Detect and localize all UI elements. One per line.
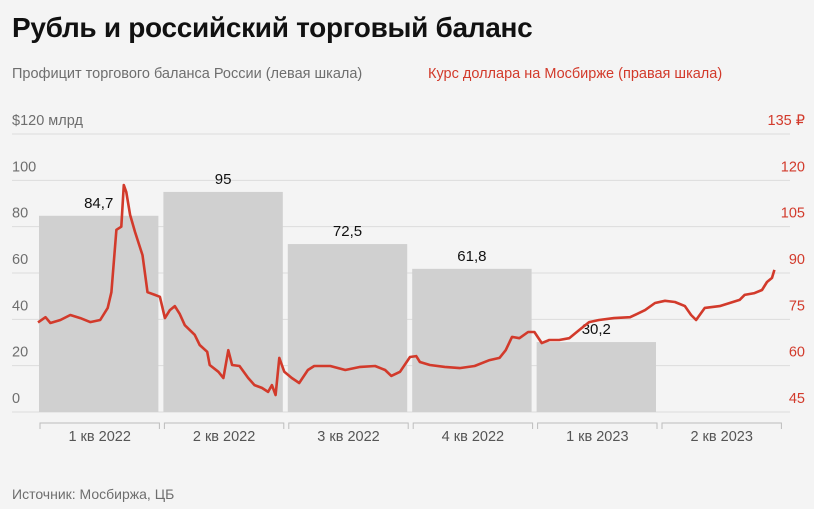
right-axis-tick-label: 120 [781, 159, 805, 175]
bar [39, 215, 159, 412]
left-axis-tick-label: 60 [12, 252, 28, 268]
bar-value-label: 30,2 [582, 321, 611, 338]
x-axis-bracket [661, 422, 782, 429]
bar [287, 244, 408, 412]
bar [536, 342, 656, 412]
bar-value-label: 95 [215, 171, 232, 188]
right-axis-tick-label: 75 [789, 298, 805, 314]
source-note: Источник: Мосбиржа, ЦБ [12, 486, 175, 502]
left-axis-tick-label: 40 [12, 298, 28, 314]
right-axis-tick-label: 105 [781, 206, 805, 222]
right-axis-ticks: 45 60 75 90 105 120 135 ₽ [768, 113, 806, 407]
right-axis-tick-label: 90 [789, 252, 805, 268]
bar-value-label: 72,5 [333, 223, 362, 240]
right-axis-tick-label: 45 [789, 391, 805, 407]
legend-trade-surplus: Профицит торгового баланса России (левая… [12, 66, 363, 82]
usd-rate-line [37, 183, 776, 397]
x-axis-label: 4 кв 2022 [442, 429, 504, 445]
left-axis-tick-label: 20 [12, 345, 28, 361]
x-axis-label: 1 кв 2023 [566, 429, 628, 445]
legend-usd-rate: Курс доллара на Мосбирже (правая шкала) [428, 66, 723, 82]
right-axis-tick-label: 135 ₽ [768, 113, 806, 129]
chart-title: Рубль и российский торговый баланс [12, 12, 533, 43]
right-axis-tick-label: 60 [789, 345, 805, 361]
x-axis-bracket [412, 422, 534, 429]
left-axis-tick-label: $120 млрд [12, 113, 83, 129]
x-axis: 1 кв 2022 2 кв 2022 3 кв 2022 4 кв 2022 1 кв… [39, 422, 782, 445]
left-axis-tick-label: 0 [12, 391, 20, 407]
x-axis-label: 2 кв 2022 [193, 429, 255, 445]
bar-labels: 84,7 95 72,5 61,8 30,2 [84, 171, 611, 338]
bar-value-label: 84,7 [84, 195, 113, 212]
left-axis-tick-label: 100 [12, 159, 36, 175]
x-axis-label: 2 кв 2023 [690, 429, 752, 445]
x-axis-bracket [39, 422, 160, 429]
x-axis-bracket [288, 422, 409, 429]
left-axis-tick-label: 80 [12, 206, 28, 222]
x-axis-bracket [537, 422, 658, 429]
x-axis-bracket [163, 422, 285, 429]
x-axis-label: 1 кв 2022 [68, 429, 130, 445]
bar-value-label: 61,8 [457, 248, 486, 265]
bar [412, 268, 532, 412]
left-axis-ticks: 0 20 40 60 80 100 $120 млрд [12, 113, 83, 407]
x-axis-label: 3 кв 2022 [317, 429, 379, 445]
